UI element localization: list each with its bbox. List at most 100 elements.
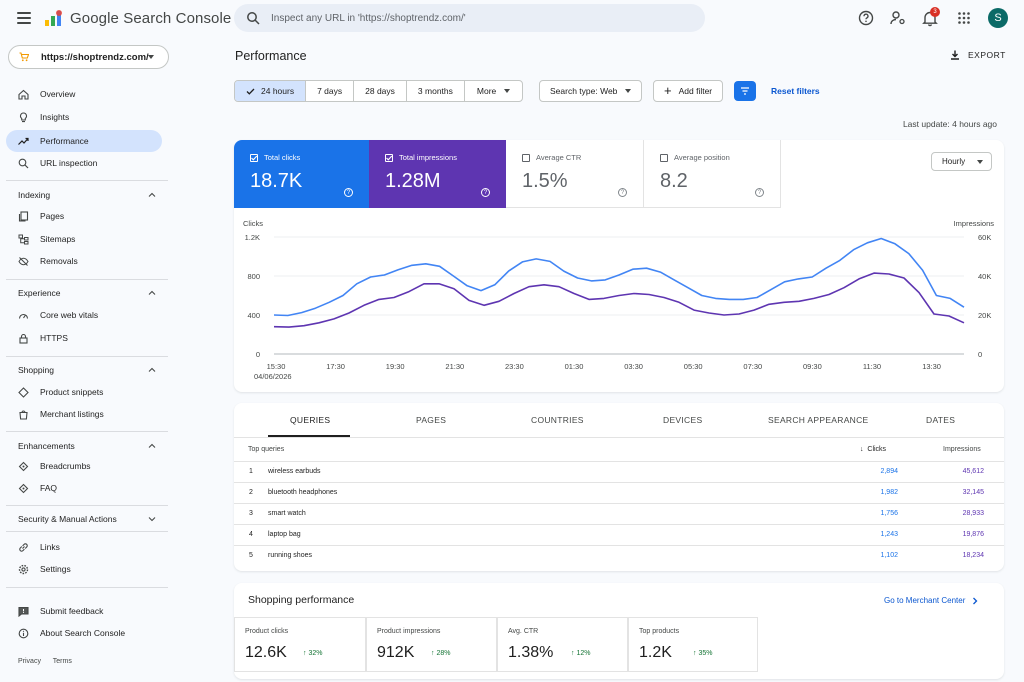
sidebar-item-label: Overview — [40, 89, 76, 99]
row-impressions: 32,145 — [962, 489, 984, 496]
reset-filters-link[interactable]: Reset filters — [771, 86, 820, 96]
chevron-up-icon — [148, 290, 156, 295]
sidebar-item-label: Merchant listings — [40, 409, 104, 419]
tab-countries[interactable]: COUNTRIES — [531, 415, 584, 425]
date-range-label: 3 months — [417, 86, 453, 96]
sidebar-item-performance[interactable]: Performance — [6, 130, 162, 152]
tab-queries[interactable]: QUERIES — [290, 415, 331, 425]
search-input[interactable] — [271, 12, 671, 24]
sidebar-item-settings[interactable]: Settings — [6, 558, 162, 580]
column-header-impressions[interactable]: Impressions — [943, 446, 981, 453]
section-shopping-header[interactable]: Shopping — [18, 365, 158, 375]
row-clicks: 1,756 — [880, 510, 898, 517]
sidebar-item-label: About Search Console — [40, 628, 126, 638]
row-query: smart watch — [268, 510, 306, 517]
tab-divider — [234, 437, 1004, 438]
sidebar-item-product-snippets[interactable]: Product snippets — [6, 381, 162, 403]
search-console-logo — [45, 10, 62, 26]
section-security-header[interactable]: Security & Manual Actions — [18, 514, 158, 524]
granularity-dropdown[interactable]: Hourly — [931, 152, 992, 171]
sidebar-item-https[interactable]: HTTPS — [6, 327, 162, 349]
apps-grid-icon[interactable] — [955, 9, 973, 27]
url-inspection-search[interactable] — [234, 4, 705, 32]
help-icon[interactable]: ? — [344, 188, 353, 197]
checkbox-unchecked-icon — [660, 153, 668, 162]
date-range-more[interactable]: More — [465, 81, 522, 101]
filter-settings-button[interactable] — [734, 81, 756, 101]
sidebar-item-label: Links — [40, 542, 60, 552]
date-range-28-days[interactable]: 28 days — [354, 81, 407, 101]
table-row[interactable]: 4 laptop bag 1,243 19,876 — [234, 524, 1004, 545]
app-title: Google Search Console — [70, 10, 232, 27]
sidebar-item-core-web-vitals[interactable]: Core web vitals — [6, 304, 162, 326]
shopping-cart-icon — [19, 52, 29, 62]
sidebar-item-faq[interactable]: FAQ — [6, 477, 162, 499]
tab-devices[interactable]: DEVICES — [663, 415, 703, 425]
date-range-7-days[interactable]: 7 days — [306, 81, 355, 101]
sidebar-item-overview[interactable]: Overview — [6, 83, 162, 105]
privacy-link[interactable]: Privacy — [18, 658, 41, 665]
user-settings-icon[interactable] — [889, 9, 907, 27]
metric-value: 1.5% — [522, 170, 568, 192]
row-impressions: 18,234 — [962, 552, 984, 559]
sidebar-item-breadcrumbs[interactable]: Breadcrumbs — [6, 455, 162, 477]
metric-total-clicks[interactable]: Total clicks 18.7K ? — [234, 140, 369, 208]
shopping-performance-title: Shopping performance — [248, 594, 355, 606]
table-row[interactable]: 3 smart watch 1,756 28,933 — [234, 503, 1004, 524]
add-filter-button[interactable]: + Add filter — [653, 80, 724, 102]
help-icon[interactable]: ? — [618, 188, 627, 197]
section-indexing-header[interactable]: Indexing — [18, 190, 158, 200]
sidebar-item-sitemaps[interactable]: Sitemaps — [6, 228, 162, 250]
export-button[interactable]: EXPORT — [950, 50, 1006, 60]
sidebar-item-removals[interactable]: Removals — [6, 250, 162, 272]
x-axis-tick-label: 23:30 — [505, 362, 524, 371]
sidebar-item-url-inspection[interactable]: URL inspection — [6, 152, 162, 174]
notification-count-badge: 3 — [930, 7, 940, 17]
sidebar-item-submit-feedback[interactable]: Submit feedback — [6, 600, 162, 622]
metric-label: Total impressions — [399, 153, 457, 162]
sidebar-divider — [6, 279, 168, 280]
sidebar-divider — [6, 431, 168, 432]
help-icon[interactable]: ? — [755, 188, 764, 197]
shopping-bag-icon — [19, 410, 28, 420]
tab-dates[interactable]: DATES — [926, 415, 956, 425]
section-experience-header[interactable]: Experience — [18, 288, 158, 298]
metric-average-position[interactable]: Average position 8.2 ? — [644, 140, 781, 208]
date-range-24-hours[interactable]: 24 hours — [235, 81, 307, 101]
property-selector[interactable]: https://shoptrendz.com/ — [8, 45, 169, 69]
column-header-clicks[interactable]: ↓ Clicks — [860, 446, 886, 453]
stat-delta: ↑ 32% — [303, 650, 323, 657]
table-row[interactable]: 1 wireless earbuds 2,894 45,612 — [234, 461, 1004, 482]
sidebar-item-pages[interactable]: Pages — [6, 205, 162, 227]
date-range-3-months[interactable]: 3 months — [407, 81, 465, 101]
date-range-label: 24 hours — [261, 86, 295, 96]
shopping-stat: Top products 1.2K ↑ 35% — [628, 617, 758, 672]
table-row[interactable]: 2 bluetooth headphones 1,982 32,145 — [234, 482, 1004, 503]
terms-link[interactable]: Terms — [52, 658, 72, 665]
metric-total-impressions[interactable]: Total impressions 1.28M ? — [369, 140, 506, 208]
table-row[interactable]: 5 running shoes 1,102 18,234 — [234, 545, 1004, 566]
merchant-center-link[interactable]: Go to Merchant Center — [884, 596, 979, 605]
section-enhancements-header[interactable]: Enhancements — [18, 441, 158, 451]
help-icon[interactable] — [857, 9, 875, 27]
account-avatar[interactable]: S — [988, 8, 1008, 28]
home-icon — [18, 89, 29, 100]
help-icon[interactable]: ? — [481, 188, 490, 197]
sidebar-item-about[interactable]: About Search Console — [6, 622, 162, 644]
plus-icon: + — [664, 83, 672, 98]
sidebar-divider — [6, 356, 168, 357]
sidebar-item-label: HTTPS — [40, 333, 68, 343]
menu-icon[interactable] — [17, 12, 31, 24]
search-type-dropdown[interactable]: Search type: Web — [539, 80, 643, 102]
sidebar-item-links[interactable]: Links — [6, 536, 162, 558]
gear-icon — [18, 564, 29, 574]
sidebar-item-merchant-listings[interactable]: Merchant listings — [6, 403, 162, 425]
sidebar-item-label: Settings — [40, 564, 71, 574]
tab-pages[interactable]: PAGES — [416, 415, 447, 425]
sidebar-item-insights[interactable]: Insights — [6, 106, 162, 128]
sidebar-item-label: Core web vitals — [40, 310, 99, 320]
sidebar-divider — [6, 505, 168, 506]
tab-search-appearance[interactable]: SEARCH APPEARANCE — [768, 415, 869, 425]
metric-average-ctr[interactable]: Average CTR 1.5% ? — [506, 140, 644, 208]
x-axis-date-label: 04/06/2026 — [254, 372, 292, 381]
